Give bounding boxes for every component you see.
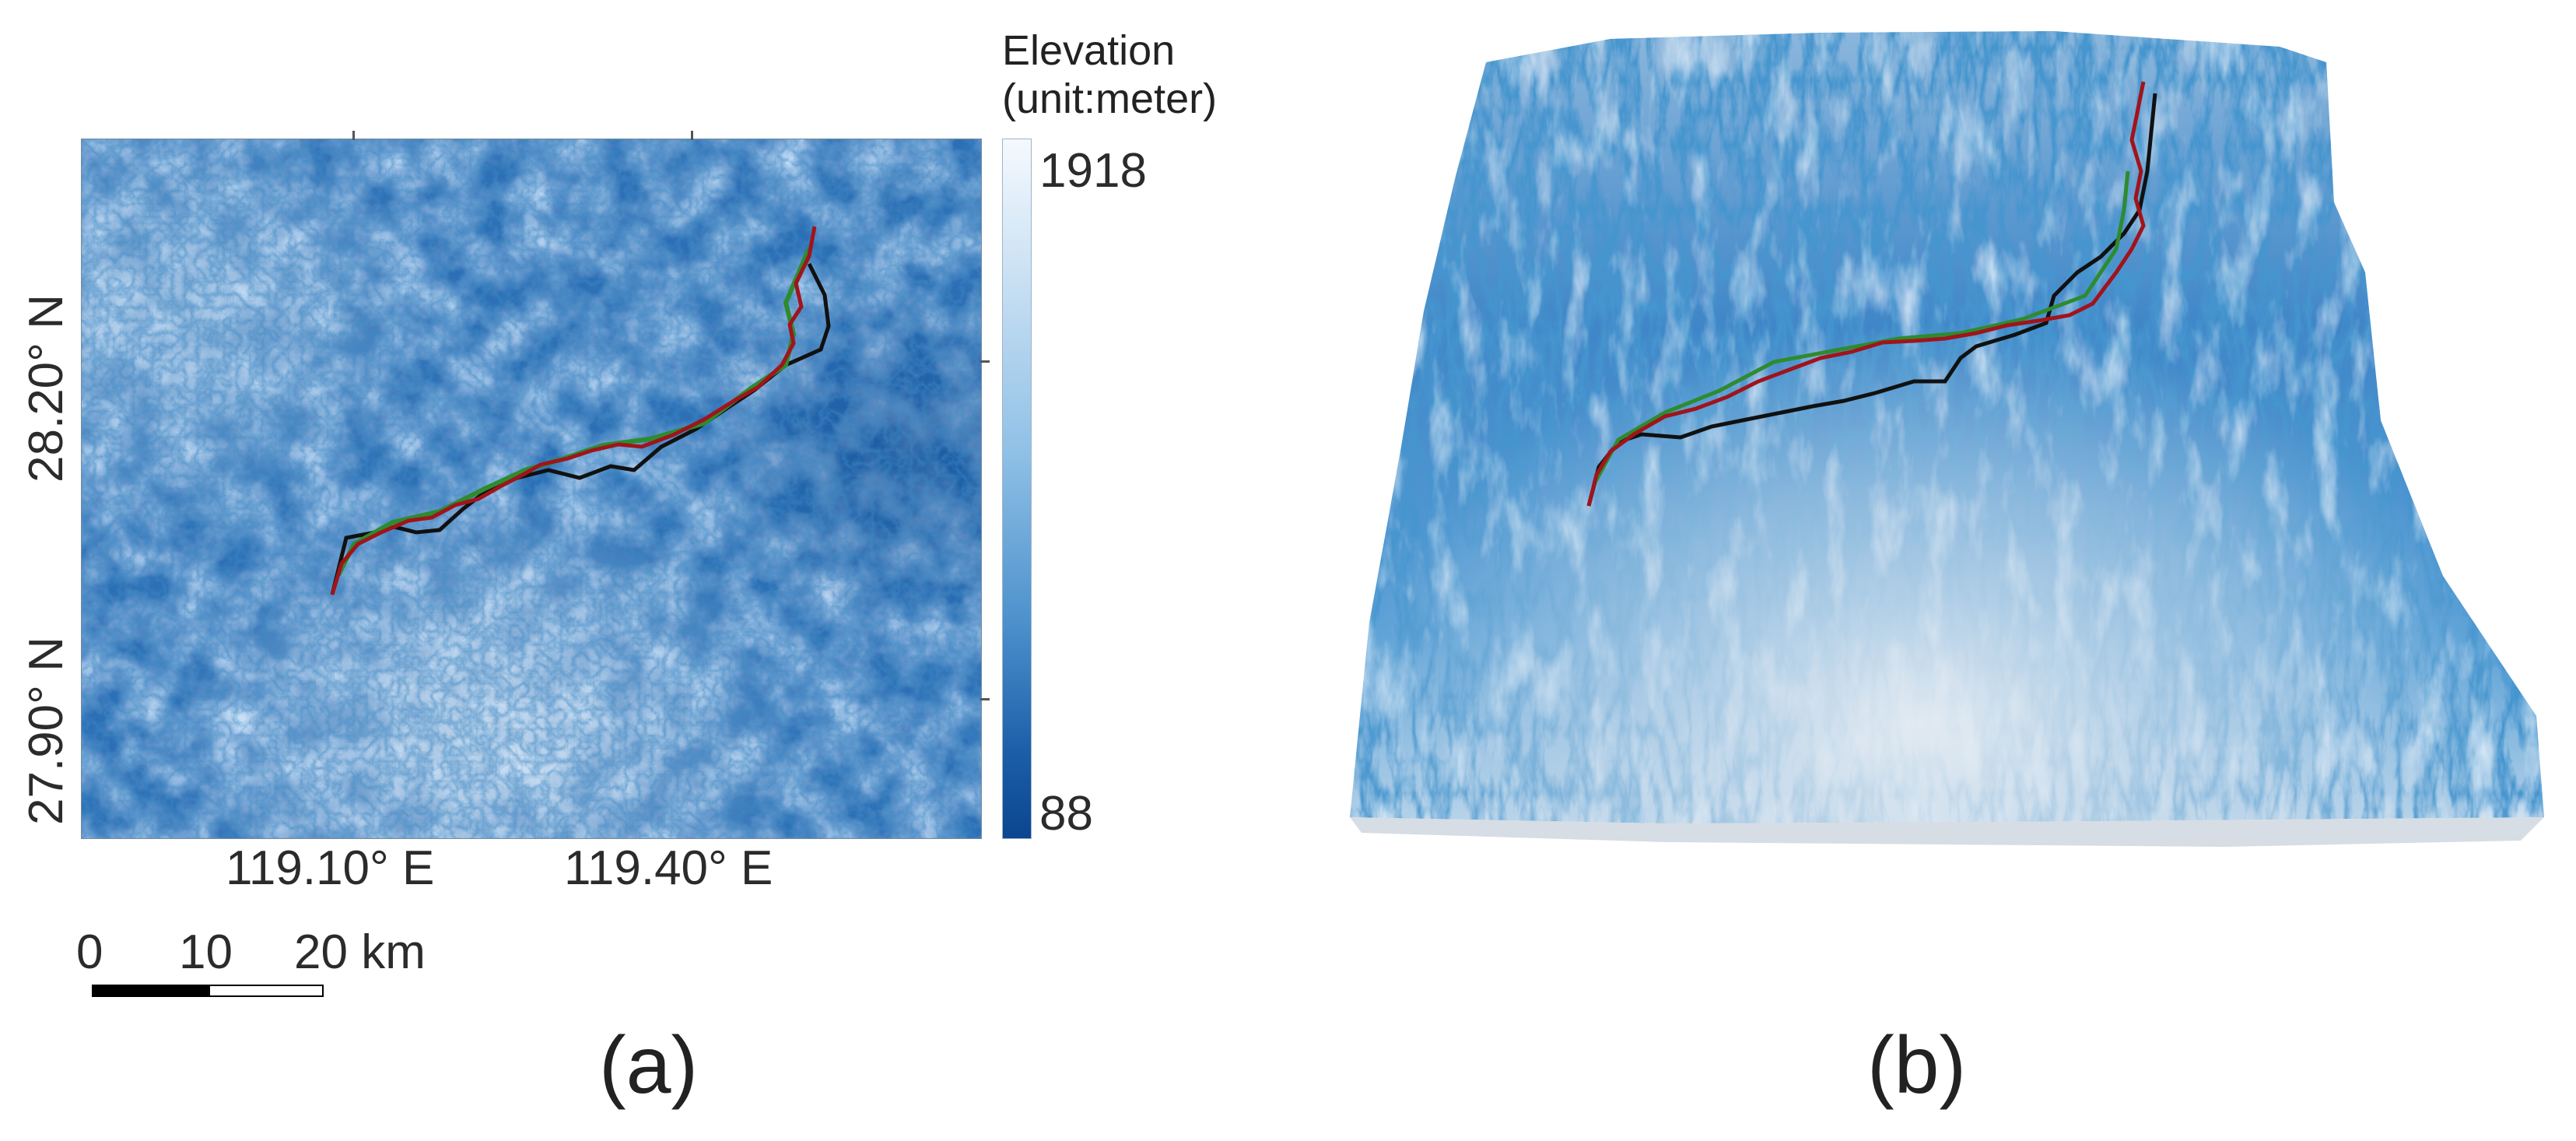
panel-b-label: (b)	[1867, 1020, 1967, 1111]
route-black	[330, 262, 831, 595]
panel-a-label: (a)	[599, 1020, 699, 1111]
scale-bar-black-segment	[92, 985, 209, 997]
terrain-3d-render	[1350, 31, 2544, 847]
top-tick	[691, 131, 693, 140]
colorbar-max-label: 1918	[1039, 144, 1147, 198]
right-tick	[980, 698, 990, 700]
route-red	[330, 226, 817, 595]
elevation-colorbar	[1002, 139, 1032, 839]
route-green-3d	[1593, 170, 2130, 484]
longitude-label: 119.10° E	[226, 841, 435, 895]
route-red-3d	[1586, 81, 2146, 507]
elevation-map	[81, 139, 982, 839]
colorbar-unit: (unit:meter)	[1002, 75, 1218, 122]
scale-label-20km: 20 km	[294, 925, 426, 979]
terrain-3d-view	[1276, 16, 2567, 903]
route-black-3d	[1586, 93, 2157, 507]
colorbar-title: Elevation	[1002, 27, 1176, 74]
terrain-base-edge	[1350, 817, 2544, 847]
scale-bar-white-segment	[209, 985, 324, 997]
right-tick	[980, 360, 990, 363]
dem-raster	[82, 139, 981, 838]
latitude-label: 28.20° N	[19, 294, 73, 483]
colorbar-min-label: 88	[1039, 787, 1093, 841]
latitude-label: 27.90° N	[19, 637, 73, 825]
scale-label-0: 0	[76, 925, 103, 979]
scale-label-10: 10	[179, 925, 233, 979]
top-tick	[352, 131, 355, 140]
longitude-label: 119.40° E	[564, 841, 773, 895]
